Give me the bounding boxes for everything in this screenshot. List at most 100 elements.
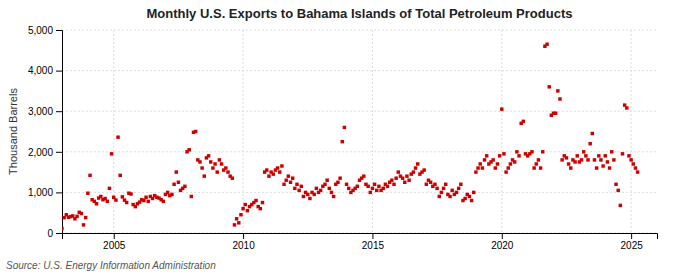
data-point [507,166,510,169]
y-grid-line [62,151,657,152]
data-point [312,193,315,196]
data-point [476,166,479,169]
data-point [291,176,294,179]
data-point [207,154,210,157]
data-point [457,187,460,190]
data-point [535,162,538,165]
data-point [386,185,389,188]
data-point [200,166,203,169]
data-point [371,187,374,190]
data-point [265,168,268,171]
y-tick-mark [56,30,62,31]
data-point [586,158,589,161]
data-point [187,148,190,151]
y-axis-line [56,31,63,234]
data-point [498,154,501,157]
data-point [293,187,296,190]
data-point [530,150,533,153]
data-point [450,189,453,192]
data-point [75,215,78,218]
data-point [302,195,305,198]
data-point [246,209,249,212]
y-tick: 5,000 [28,25,62,36]
data-point [62,227,64,230]
data-point [463,197,466,200]
data-point [381,187,384,190]
data-point [170,193,173,196]
data-point [276,166,279,169]
chart-svg: 2005201020152020202501,0002,0003,0004,00… [0,0,675,275]
data-point [116,135,119,138]
data-point [108,187,111,190]
data-point [175,170,178,173]
data-point [209,160,212,163]
x-tick: 2005 [103,233,126,251]
data-point [211,166,214,169]
data-point [500,107,503,110]
grid [62,30,657,233]
y-tick: 0 [47,228,62,239]
data-point [442,187,445,190]
data-point [591,132,594,135]
data-point [632,162,635,165]
y-axis-title: Thousand Barrels [7,88,19,175]
data-point [235,217,238,220]
data-point [106,200,109,203]
data-point [606,160,609,163]
data-point [517,154,520,157]
data-point [556,89,559,92]
data-point [237,221,240,224]
data-point [472,191,475,194]
data-point [405,174,408,177]
y-tick-label: 0 [47,228,53,239]
data-point [422,168,425,171]
y-grid-line [62,30,657,31]
data-point [330,191,333,194]
y-tick-label: 4,000 [28,65,53,76]
data-point [629,158,632,161]
y-tick: 4,000 [28,65,62,76]
data-point [576,154,579,157]
data-point [390,178,393,181]
data-point [259,207,262,210]
y-grid-line [62,70,657,71]
data-point [278,170,281,173]
data-point [190,195,193,198]
data-point [634,166,637,169]
data-point [440,191,443,194]
data-point [254,199,257,202]
y-tick-label: 3,000 [28,106,53,117]
data-point [444,183,447,186]
y-tick-label: 1,000 [28,187,53,198]
data-point [332,195,335,198]
data-point [99,195,102,198]
data-point [515,150,518,153]
x-grid-line [631,30,632,233]
data-point [375,189,378,192]
data-point [522,120,525,123]
data-point [625,106,628,109]
data-point [569,166,572,169]
data-point [513,160,516,163]
x-tick-mark [631,233,632,239]
x-grid-line [243,30,244,233]
y-tick-mark [56,111,62,112]
data-point [267,174,270,177]
data-point [554,111,557,114]
y-tick: 1,000 [28,187,62,198]
data-point [146,200,149,203]
data-point [341,140,344,143]
data-point [595,166,598,169]
data-point [560,158,563,161]
x-axis-line [63,234,658,240]
data-point [392,183,395,186]
data-point [80,212,83,215]
data-point [483,158,486,161]
x-tick-label: 2005 [103,240,126,251]
x-tick-label: 2010 [232,240,255,251]
data-point [280,164,283,167]
data-point [343,126,346,129]
data-point [194,130,197,133]
data-point [84,216,87,219]
data-point [616,189,619,192]
